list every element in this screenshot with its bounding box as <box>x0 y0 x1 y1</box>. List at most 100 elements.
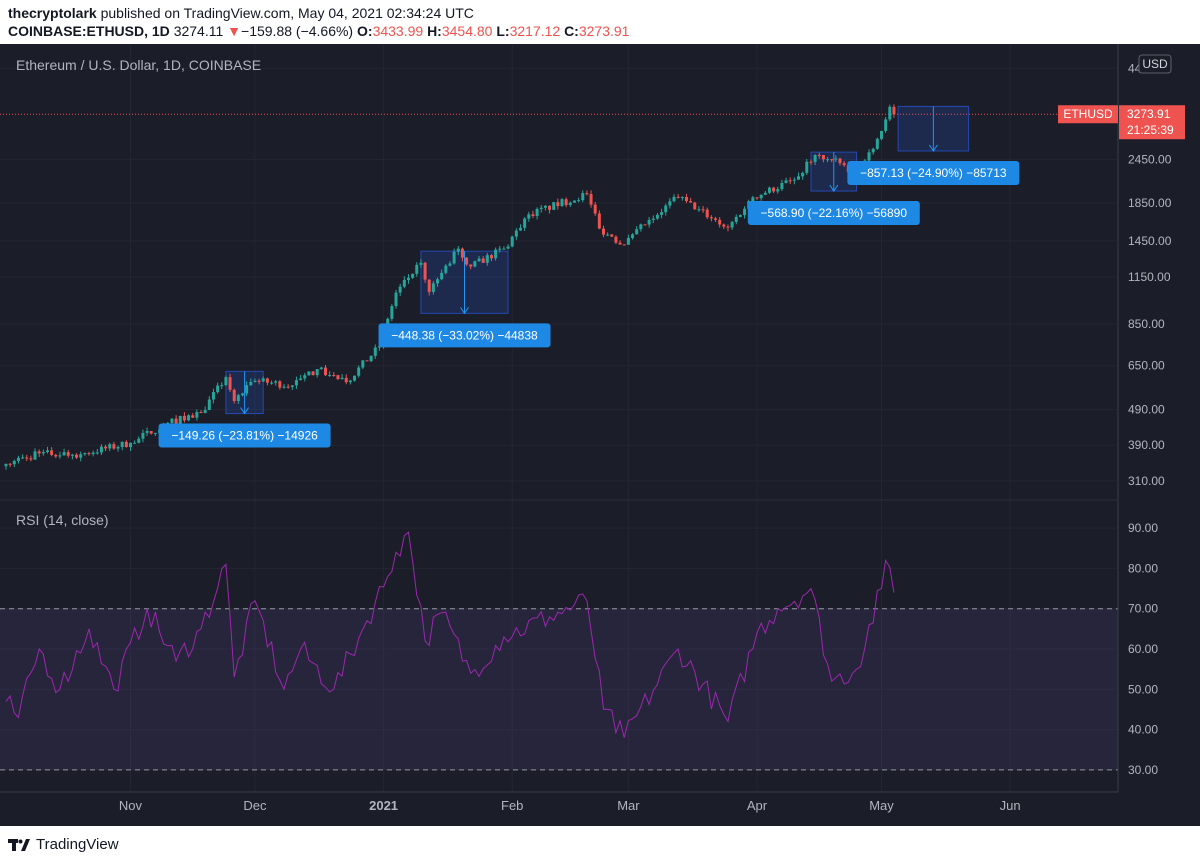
candle-body <box>826 159 830 161</box>
time-tick-label: Nov <box>119 798 143 813</box>
candle-body <box>187 415 191 421</box>
candle-body <box>145 431 149 433</box>
candle-body <box>199 412 203 414</box>
candle-body <box>709 217 713 219</box>
candle-body <box>419 262 423 265</box>
measure-label-box <box>847 160 1020 185</box>
candle-body <box>220 385 224 387</box>
candle-body <box>548 205 552 210</box>
candle-body <box>676 196 680 198</box>
open-label: O: <box>357 23 373 39</box>
candle-body <box>33 451 37 460</box>
candle-body <box>104 446 108 449</box>
candle-body <box>622 244 626 246</box>
candle-body <box>361 360 365 368</box>
candle-body <box>556 202 560 207</box>
down-arrow-icon: ▼ <box>227 23 242 39</box>
candle-body <box>423 262 427 280</box>
candle-body <box>784 180 788 183</box>
footer-brand[interactable]: TradingView <box>36 835 119 853</box>
candle-body <box>577 200 581 202</box>
high-value: 3454.80 <box>441 23 493 39</box>
candle-body <box>274 381 278 383</box>
candle-body <box>460 248 464 258</box>
candle-body <box>867 152 871 161</box>
candle-body <box>249 381 253 386</box>
candle-body <box>568 202 572 206</box>
candle-body <box>494 249 498 259</box>
candle-body <box>4 463 8 467</box>
candle-body <box>299 378 303 381</box>
candle-body <box>365 360 369 362</box>
measure-label-box <box>378 323 551 348</box>
candle-body <box>241 393 245 396</box>
price-tick-label: 850.00 <box>1128 317 1165 331</box>
candle-body <box>888 106 892 120</box>
candle-body <box>631 234 635 238</box>
rsi-tick-label: 40.00 <box>1128 723 1158 737</box>
currency-badge[interactable]: USD <box>1138 54 1172 74</box>
candle-body <box>651 218 655 220</box>
candle-body <box>45 450 49 453</box>
author-name[interactable]: thecryptolark <box>8 5 97 21</box>
candle-body <box>348 380 352 383</box>
candle-body <box>8 463 12 465</box>
candle-body <box>892 106 896 115</box>
candle-body <box>772 187 776 192</box>
rsi-tick-label: 80.00 <box>1128 561 1158 575</box>
candle-body <box>701 209 705 211</box>
candle-body <box>755 197 759 199</box>
candle-body <box>232 389 236 402</box>
close-value: 3273.91 <box>578 23 630 39</box>
change-value: −159.88 (−4.66%) <box>241 23 354 39</box>
candle-body <box>174 418 178 425</box>
candle-body <box>75 454 79 458</box>
chart-panel[interactable]: −149.26 (−23.81%) −14926 −448.38 (−33.02%… <box>0 44 1200 826</box>
price-tick-label: 310.00 <box>1128 474 1165 488</box>
candle-body <box>838 158 842 164</box>
time-tick-label: Dec <box>243 798 267 813</box>
chart-canvas[interactable]: −149.26 (−23.81%) −14926 −448.38 (−33.02%… <box>0 44 1200 826</box>
candle-body <box>257 380 261 382</box>
candle-body <box>112 444 116 449</box>
candle-body <box>589 194 593 205</box>
candle-body <box>120 441 124 447</box>
candle-body <box>328 375 332 377</box>
candle-body <box>290 385 294 387</box>
candle-body <box>270 382 274 384</box>
candle-body <box>797 176 801 180</box>
candle-body <box>639 224 643 230</box>
candle-body <box>95 452 99 454</box>
candle-body <box>166 422 170 424</box>
candle-body <box>801 172 805 177</box>
candle-body <box>54 454 58 457</box>
footer: TradingView <box>8 834 119 854</box>
candle-body <box>743 208 747 216</box>
candle-body <box>498 248 502 250</box>
candle-body <box>116 446 120 449</box>
rsi-tick-label: 30.00 <box>1128 763 1158 777</box>
candle-body <box>523 218 527 228</box>
candle-body <box>871 148 875 153</box>
candle-body <box>618 242 622 245</box>
time-tick-label: Apr <box>747 798 768 813</box>
candle-body <box>875 138 879 149</box>
price-tick-label: 2450.00 <box>1128 152 1172 166</box>
candle-body <box>664 205 668 213</box>
candle-body <box>444 265 448 273</box>
candle-body <box>216 385 220 393</box>
candle-body <box>884 119 888 131</box>
candle-body <box>50 450 54 455</box>
candle-body <box>21 457 25 459</box>
price-tick-label: 390.00 <box>1128 438 1165 452</box>
candle-body <box>278 381 282 388</box>
candle-body <box>680 196 684 198</box>
candle-body <box>734 216 738 223</box>
rsi-tick-label: 70.00 <box>1128 602 1158 616</box>
time-tick-label: 2021 <box>369 798 398 813</box>
candle-body <box>879 130 883 139</box>
candle-body <box>99 446 103 453</box>
candle-body <box>531 214 535 217</box>
candle-body <box>477 258 481 262</box>
time-tick-label: Jun <box>1000 798 1021 813</box>
